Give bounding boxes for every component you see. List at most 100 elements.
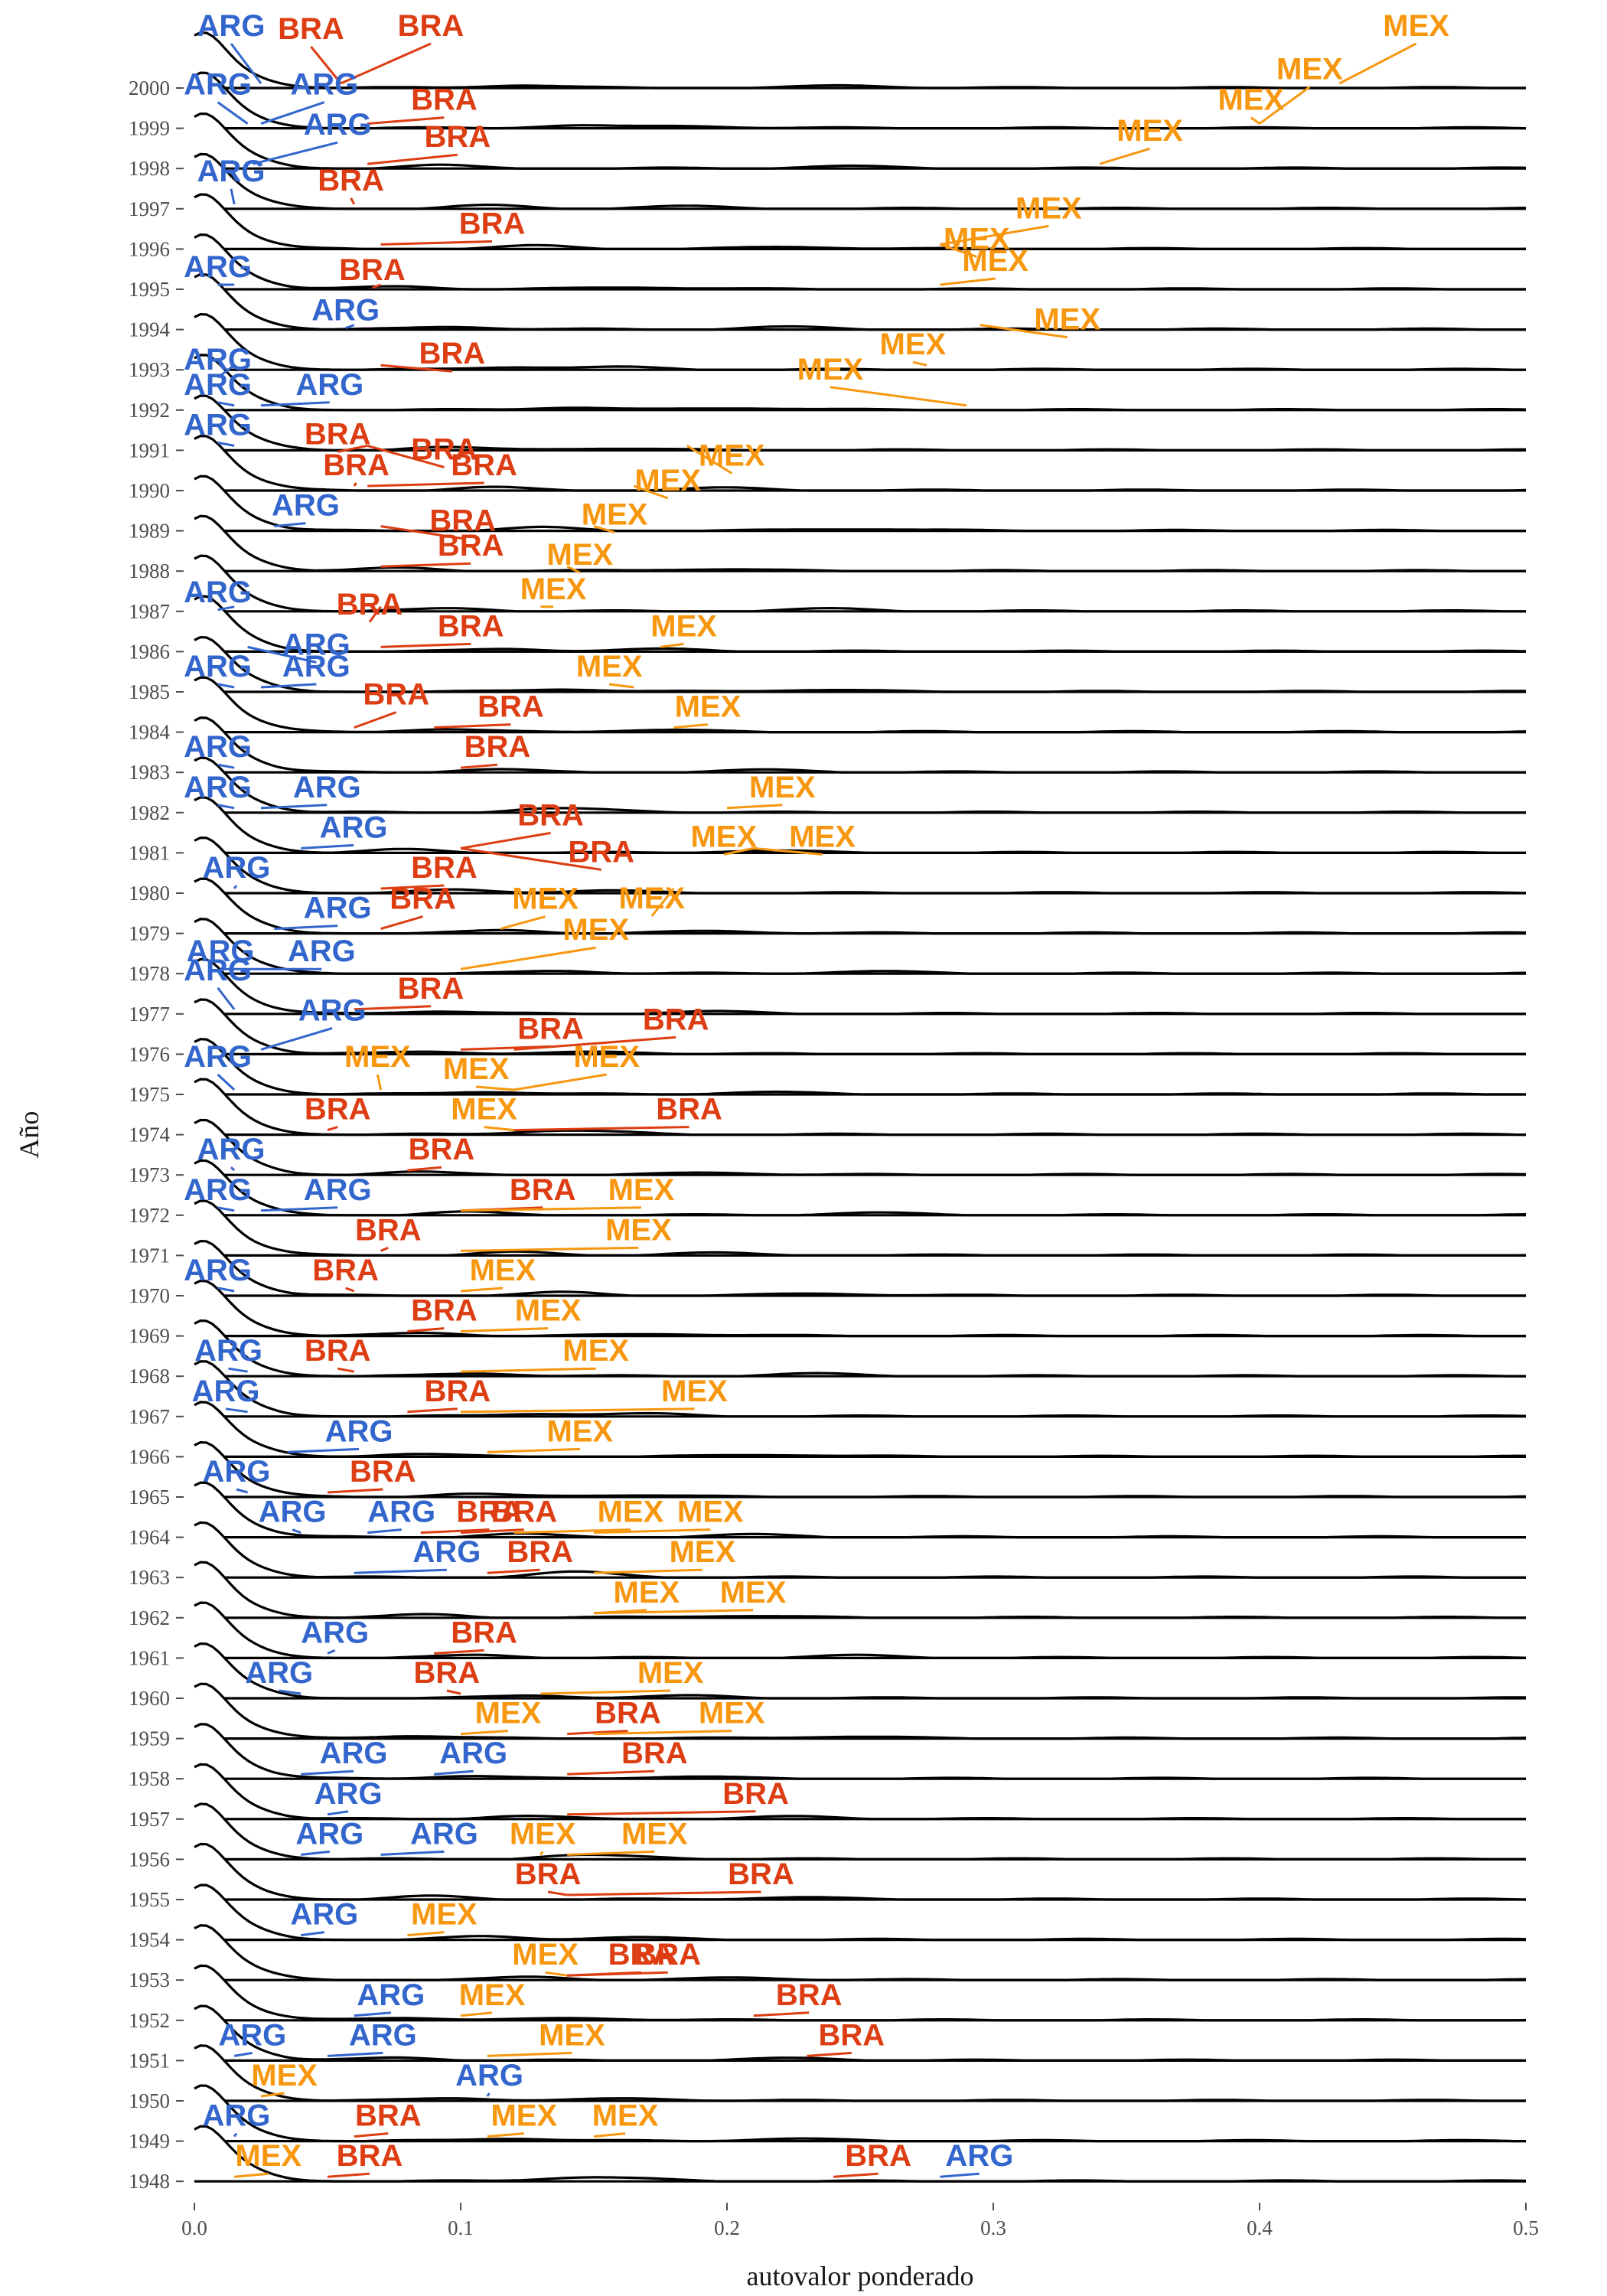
label-leader-110	[460, 1528, 524, 1534]
country-label-arg-1970: ARG	[184, 1254, 252, 1287]
ridge-fill-1981	[194, 797, 1526, 853]
country-label-bra-2000: BRA	[278, 12, 344, 46]
country-label-arg-1967: ARG	[192, 1375, 260, 1408]
country-label-mex-1974: MEX	[451, 1093, 517, 1127]
country-label-bra-1971: BRA	[355, 1213, 422, 1247]
country-label-arg-1979: ARG	[304, 892, 372, 925]
country-label-bra-1981: BRA	[568, 835, 634, 869]
ridge-fill-1958	[194, 1724, 1526, 1779]
label-leader-31	[217, 441, 235, 447]
country-label-arg-1968: ARG	[194, 1334, 262, 1368]
ridge-fill-1966	[194, 1402, 1526, 1457]
country-label-arg-1987: ARG	[184, 576, 252, 609]
y-tick-label-1981: 1981	[129, 841, 170, 864]
country-label-mex-1956: MEX	[510, 1817, 576, 1851]
label-leader-3	[1338, 42, 1417, 85]
country-label-bra-1993: BRA	[419, 337, 486, 370]
country-label-bra-1969: BRA	[411, 1294, 478, 1328]
label-leader-119	[540, 1689, 671, 1695]
label-leader-150	[233, 2132, 238, 2138]
ridge-fill-1957	[194, 1764, 1526, 1819]
ridge-1953	[194, 1924, 1527, 1981]
y-tick-label-1994: 1994	[129, 318, 171, 341]
country-label-arg-1983: ARG	[184, 730, 252, 764]
country-label-arg-1972: ARG	[184, 1173, 252, 1207]
country-label-bra-1977: BRA	[398, 972, 464, 1006]
country-label-mex-1950: MEX	[251, 2059, 318, 2092]
country-label-bra-1979: BRA	[390, 882, 456, 916]
label-leader-90	[460, 1246, 639, 1252]
country-label-bra-1967: BRA	[424, 1375, 491, 1408]
country-label-arg-1972: ARG	[304, 1173, 372, 1207]
ridges	[194, 31, 1527, 2183]
country-label-mex-1993: MEX	[880, 328, 947, 361]
label-leader-104	[327, 1488, 383, 1494]
y-tick-label-1987: 1987	[129, 600, 170, 623]
country-label-mex-1979: MEX	[512, 882, 579, 916]
country-label-mex-1963: MEX	[670, 1535, 736, 1569]
ridge-fill-1978	[194, 918, 1526, 974]
label-leader-14	[939, 243, 977, 258]
y-axis-title: Año	[14, 1111, 44, 1159]
country-label-mex-1986: MEX	[650, 609, 717, 643]
label-leader-49	[434, 723, 511, 729]
country-label-mex-1990: MEX	[634, 464, 701, 497]
ridge-1978	[194, 918, 1527, 975]
ridge-fill-1977	[194, 959, 1526, 1014]
y-tick-label-1961: 1961	[129, 1646, 170, 1669]
country-label-bra-1988: BRA	[438, 529, 504, 563]
country-label-arg-1982: ARG	[293, 771, 361, 804]
country-label-mex-1992: MEX	[797, 353, 864, 386]
label-leader-144	[233, 2051, 253, 2057]
country-label-arg-1965: ARG	[203, 1455, 271, 1489]
country-label-mex-1999: MEX	[1276, 53, 1343, 86]
country-label-mex-1982: MEX	[749, 771, 816, 804]
ridge-fill-1954	[194, 1885, 1526, 1940]
ridge-1967	[194, 1360, 1527, 1418]
ridge-1968	[194, 1319, 1526, 1378]
label-leader-4	[217, 101, 249, 125]
label-leader-63	[380, 884, 445, 890]
label-leader-15	[940, 224, 1049, 246]
country-label-mex-1952: MEX	[459, 1978, 526, 2012]
country-label-mex-1980: MEX	[618, 882, 685, 915]
y-tick-label-1948: 1948	[129, 2170, 170, 2193]
country-label-arg-1954: ARG	[290, 1898, 358, 1932]
label-leader-134	[547, 1890, 568, 1896]
y-tick-label-1955: 1955	[129, 1888, 170, 1911]
country-label-bra-1990: BRA	[451, 448, 517, 482]
label-leader-153	[593, 2132, 626, 2138]
country-label-mex-1991: MEX	[699, 439, 765, 472]
ridge-fill-1983	[194, 717, 1526, 773]
ridge-fill-1990	[194, 435, 1526, 491]
label-leader-152	[487, 2132, 524, 2138]
ridge-1950	[194, 2044, 1526, 2102]
country-label-bra-1958: BRA	[621, 1737, 688, 1770]
label-leader-97	[337, 1367, 355, 1373]
country-label-bra-1996: BRA	[459, 207, 526, 240]
y-tick-label-1970: 1970	[129, 1284, 170, 1307]
country-label-arg-1956: ARG	[295, 1817, 363, 1851]
country-label-bra-1948: BRA	[845, 2139, 911, 2173]
y-tick-label-1976: 1976	[129, 1042, 170, 1065]
y-tick-label-1979: 1979	[129, 922, 170, 945]
country-label-arg-1991: ARG	[184, 408, 252, 442]
country-label-bra-1949: BRA	[355, 2099, 422, 2133]
country-label-mex-1975: MEX	[573, 1040, 640, 1074]
y-tick-label-1967: 1967	[129, 1405, 170, 1428]
country-label-mex-1959: MEX	[475, 1697, 542, 1730]
y-tick-label-1980: 1980	[129, 882, 170, 905]
label-leader-39	[566, 565, 581, 574]
country-label-arg-1985: ARG	[282, 650, 350, 683]
label-leader-95	[460, 1327, 549, 1333]
label-leader-121	[279, 1689, 302, 1695]
country-label-arg-1993: ARG	[184, 343, 252, 377]
country-label-arg-1985: ARG	[184, 650, 252, 683]
country-label-arg-1989: ARG	[272, 489, 340, 523]
ridge-fill-1974	[194, 1079, 1526, 1135]
country-label-arg-1963: ARG	[412, 1535, 481, 1569]
ridge-1955	[194, 1842, 1527, 1901]
ridge-1958	[194, 1723, 1526, 1780]
ridge-fill-1953	[194, 1925, 1526, 1981]
